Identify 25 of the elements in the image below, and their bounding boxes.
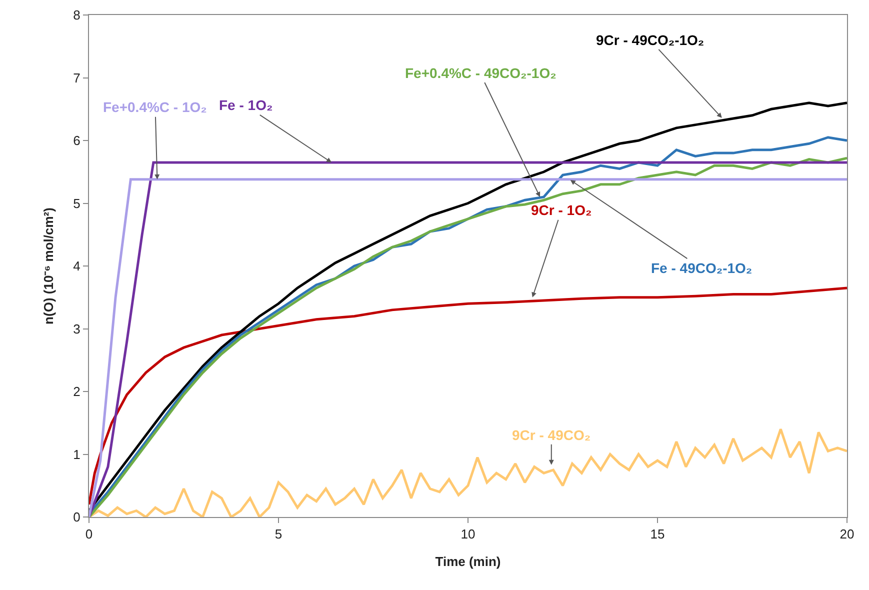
- y-tick-label: 7: [73, 70, 80, 86]
- x-tick-label: 20: [840, 526, 854, 542]
- x-axis-title: Time (min): [435, 554, 501, 569]
- annotation: Fe+0.4%C - 1O₂: [103, 99, 207, 115]
- x-tick-label: 0: [85, 526, 93, 542]
- y-tick-label: 2: [73, 384, 80, 400]
- annotation: Fe - 1O₂: [219, 97, 273, 113]
- line-series: [89, 428, 847, 517]
- y-tick-label: 0: [73, 510, 80, 525]
- line-series: [89, 286, 847, 506]
- annotation: Fe+0.4%C - 49CO₂-1O₂: [405, 65, 556, 81]
- y-tick-label: 5: [73, 196, 80, 211]
- y-axis-title: n(O) (10⁻⁶ mol/cm²): [41, 208, 56, 324]
- y-tick-label: 8: [73, 8, 80, 23]
- annotation: 9Cr - 1O₂: [531, 202, 592, 218]
- y-tick-label: 1: [73, 446, 80, 462]
- annotation: Fe - 49CO₂-1O₂: [651, 260, 752, 276]
- annotation: 9Cr - 49CO₂: [512, 427, 591, 443]
- y-tick-label: 6: [73, 133, 80, 148]
- y-tick-label: 3: [73, 321, 80, 336]
- annotation: 9Cr - 49CO₂-1O₂: [596, 32, 704, 48]
- x-tick-label: 10: [460, 526, 476, 542]
- y-tick-label: 4: [73, 258, 80, 274]
- x-tick-label: 5: [274, 526, 282, 542]
- x-tick-label: 15: [650, 526, 665, 542]
